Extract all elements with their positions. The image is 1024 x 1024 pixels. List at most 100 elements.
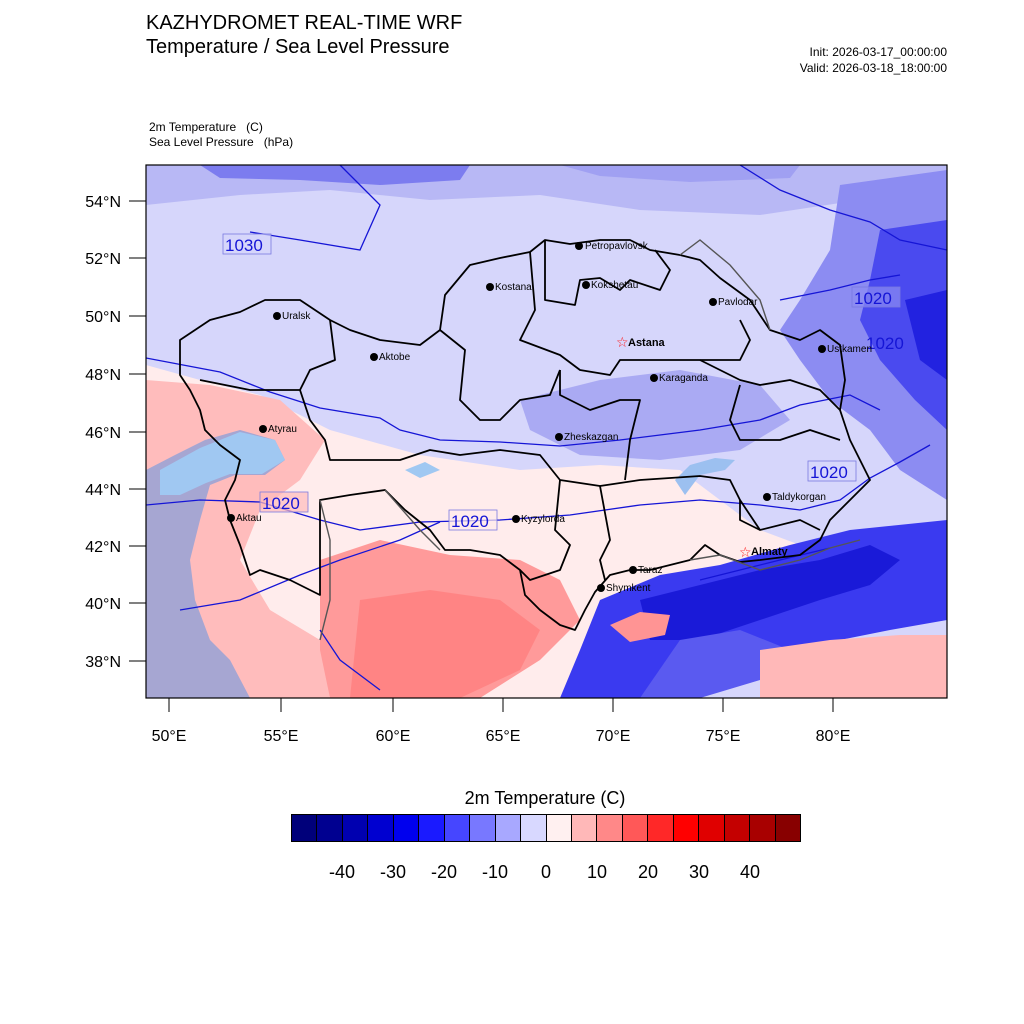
lat-tick-48: 48°N — [85, 367, 121, 384]
lat-tick-52: 52°N — [85, 251, 121, 268]
colorbar-segment — [368, 815, 394, 841]
lon-tick-50: 50°E — [152, 728, 187, 745]
colorbar-segment — [495, 815, 522, 841]
isobar-label-1020-east: 1020 — [810, 463, 848, 482]
isobar-label-1020-northeast: 1020 — [854, 289, 892, 308]
colorbar-segment — [419, 815, 445, 841]
lat-tick-labels: 54°N 52°N 50°N 48°N 46°N 44°N 42°N 40°N … — [85, 194, 121, 671]
colorbar-segment — [724, 815, 751, 841]
city-label-kostanai: Kostanai — [495, 282, 534, 293]
lat-tick-50: 50°N — [85, 309, 121, 326]
field-label-pressure: Sea Level Pressure (hPa) — [149, 135, 294, 149]
lat-tick-42: 42°N — [85, 539, 121, 556]
city-dot — [486, 283, 494, 291]
city-dot — [370, 353, 378, 361]
colorbar-label: -20 — [430, 862, 457, 882]
title-line-1: KAZHYDROMET REAL-TIME WRF — [146, 12, 463, 34]
map-fill-layer — [146, 165, 947, 698]
lat-tick-40: 40°N — [85, 596, 121, 613]
city-dot — [709, 298, 717, 306]
city-label-aktobe: Aktobe — [379, 352, 411, 363]
lat-tick-54: 54°N — [85, 194, 121, 211]
city-dot — [273, 312, 281, 320]
colorbar-title: 2m Temperature (C) — [464, 788, 626, 808]
colorbar-label: 10 — [586, 862, 608, 882]
border-layer — [179, 239, 871, 631]
colorbar-segment — [546, 815, 572, 841]
colorbar-label: 30 — [688, 862, 710, 882]
colorbar — [291, 814, 801, 842]
colorbar-label: -30 — [379, 862, 406, 882]
colorbar-segment — [750, 815, 776, 841]
city-label-kokshetau: Kokshetau — [591, 280, 638, 291]
colorbar-label: 20 — [637, 862, 659, 882]
city-label-petropavlovsk: Petropavlovsk — [585, 241, 649, 252]
city-label-almaty: Almaty — [751, 546, 789, 558]
colorbar-segment — [597, 815, 623, 841]
init-time: Init: 2026-03-17_00:00:00 — [809, 45, 947, 59]
field-label-temperature: 2m Temperature (C) — [149, 120, 263, 134]
city-dot — [597, 584, 605, 592]
city-label-karaganda: Karaganda — [659, 373, 708, 384]
colorbar-segment — [393, 815, 420, 841]
colorbar-label: 40 — [739, 862, 761, 882]
city-dot — [555, 433, 563, 441]
colorbar-segment — [673, 815, 700, 841]
lon-tick-65: 65°E — [486, 728, 521, 745]
city-label-aktau: Aktau — [236, 513, 262, 524]
colorbar-segment — [648, 815, 674, 841]
city-dot — [512, 515, 520, 523]
colorbar-segment — [342, 815, 369, 841]
isobar-label-1020-central: 1020 — [451, 512, 489, 531]
isobar-labels: 1030 1020 1020 1020 1020 1020 — [222, 233, 904, 531]
isobar-label-1020-ustkamen: 1020 — [866, 334, 904, 353]
city-dot — [582, 281, 590, 289]
isobar-label-1030: 1030 — [225, 236, 263, 255]
lon-tick-55: 55°E — [264, 728, 299, 745]
colorbar-segment — [571, 815, 598, 841]
capital-star-icon: ☆ — [616, 334, 629, 350]
colorbar-segment — [317, 815, 343, 841]
lat-tick-marks — [129, 200, 146, 662]
city-dot — [763, 493, 771, 501]
capital-star-icon: ☆ — [739, 544, 752, 560]
city-dot — [259, 425, 267, 433]
colorbar-segment — [699, 815, 725, 841]
colorbar-segment — [521, 815, 547, 841]
lon-tick-labels: 50°E 55°E 60°E 65°E 70°E 75°E 80°E — [152, 728, 851, 745]
lon-tick-marks — [168, 698, 834, 712]
city-dot — [818, 345, 826, 353]
lon-tick-70: 70°E — [596, 728, 631, 745]
colorbar-label: 0 — [540, 862, 551, 882]
colorbar-segment — [775, 815, 801, 841]
colorbar-segment — [622, 815, 649, 841]
city-label-pavlodar: Pavlodar — [718, 297, 758, 308]
city-label-taldykorgan: Taldykorgan — [772, 492, 826, 503]
lat-tick-38: 38°N — [85, 654, 121, 671]
city-markers: Petropavlovsk Kostanai Kokshetau Pavloda… — [227, 241, 872, 594]
city-dot — [227, 514, 235, 522]
city-label-uralsk: Uralsk — [282, 311, 311, 322]
neighbour-border-layer — [319, 239, 861, 641]
valid-time: Valid: 2026-03-18_18:00:00 — [799, 61, 947, 75]
colorbar-segment — [444, 815, 471, 841]
city-label-taraz: Taraz — [638, 565, 662, 576]
colorbar-label: -10 — [481, 862, 508, 882]
colorbar-segment — [470, 815, 496, 841]
title-line-2: Temperature / Sea Level Pressure — [146, 36, 450, 58]
city-label-kyzylorda: Kyzylorda — [521, 514, 565, 525]
colorbar-segment — [292, 815, 318, 841]
lat-tick-46: 46°N — [85, 425, 121, 442]
city-dot — [575, 242, 583, 250]
city-label-astana: Astana — [628, 337, 666, 349]
city-label-ustkamen: Ustkamen — [827, 344, 872, 355]
colorbar-label: -40 — [328, 862, 355, 882]
city-label-atyrau: Atyrau — [268, 424, 297, 435]
isobar-label-1020-west: 1020 — [262, 494, 300, 513]
city-dot — [629, 566, 637, 574]
lon-tick-75: 75°E — [706, 728, 741, 745]
city-label-shymkent: Shymkent — [606, 583, 651, 594]
lat-tick-44: 44°N — [85, 482, 121, 499]
city-dot — [650, 374, 658, 382]
lon-tick-80: 80°E — [816, 728, 851, 745]
